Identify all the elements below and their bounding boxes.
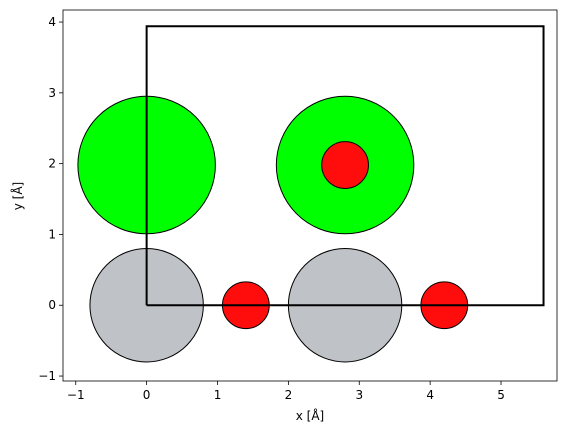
x-tick-label: 0 — [143, 388, 151, 402]
y-axis-label: y [Å] — [10, 182, 25, 211]
x-tick-label: 4 — [426, 388, 434, 402]
x-tick-label: 3 — [355, 388, 363, 402]
atom — [321, 141, 369, 189]
y-tick-label: 2 — [48, 157, 56, 171]
x-tick-label: 5 — [497, 388, 505, 402]
x-tick-label: −1 — [67, 388, 85, 402]
y-tick-label: 3 — [48, 86, 56, 100]
y-tick-label: 1 — [48, 227, 56, 241]
y-tick-label: 4 — [48, 15, 56, 29]
y-tick-label: 0 — [48, 298, 56, 312]
unit-cell — [145, 25, 545, 307]
plot-frame — [62, 9, 558, 382]
x-tick-label: 1 — [214, 388, 222, 402]
x-axis-label: x [Å] — [296, 408, 325, 423]
y-tick-label: −1 — [38, 369, 56, 383]
x-tick-label: 2 — [285, 388, 293, 402]
